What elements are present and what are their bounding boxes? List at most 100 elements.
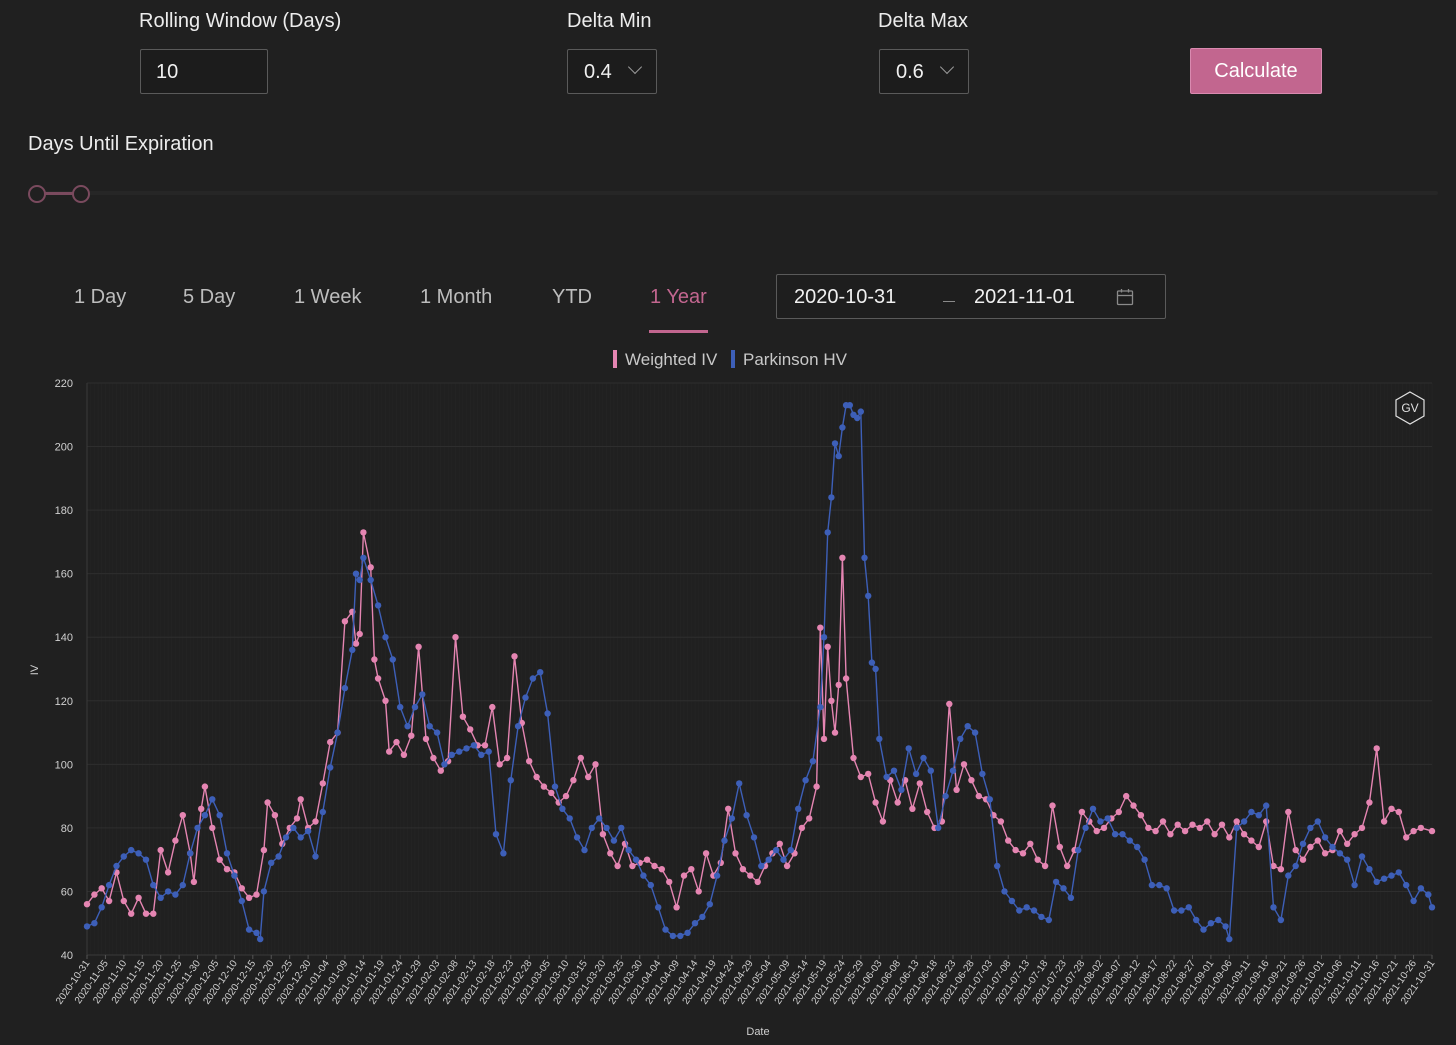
data-point[interactable] [1082,824,1089,832]
data-point[interactable] [1255,843,1263,851]
data-point[interactable] [758,862,765,870]
data-point[interactable] [257,935,264,943]
data-point[interactable] [883,773,890,781]
data-point[interactable] [1218,821,1226,828]
data-point[interactable] [83,923,91,930]
data-point[interactable] [997,818,1005,825]
data-point[interactable] [713,872,721,879]
data-point[interactable] [463,745,470,752]
data-point[interactable] [1034,856,1041,863]
data-point[interactable] [732,850,739,857]
data-point[interactable] [1285,808,1292,816]
tab-1-year[interactable]: 1 Year [650,286,707,308]
data-point[interactable] [437,767,444,774]
data-point[interactable] [820,735,828,743]
data-point[interactable] [352,640,360,647]
data-point[interactable] [105,897,113,905]
data-point[interactable] [496,761,503,768]
data-point[interactable] [643,856,651,863]
data-point[interactable] [898,786,905,793]
data-point[interactable] [1170,907,1178,914]
data-point[interactable] [367,564,374,571]
data-point[interactable] [1299,856,1307,863]
data-point[interactable] [614,862,621,870]
data-point[interactable] [1410,897,1417,905]
data-point[interactable] [905,745,912,752]
data-point[interactable] [581,846,588,854]
dte-slider-handle-min[interactable] [28,185,46,203]
data-point[interactable] [1052,878,1060,886]
data-point[interactable] [1240,818,1248,825]
data-point[interactable] [813,783,820,790]
data-point[interactable] [172,891,179,898]
tab-5-day[interactable]: 5 Day [183,286,236,308]
data-point[interactable] [264,799,271,806]
data-point[interactable] [1041,862,1049,870]
data-point[interactable] [514,723,522,730]
data-point[interactable] [964,723,971,730]
data-point[interactable] [485,748,492,755]
data-point[interactable] [1344,856,1351,863]
data-point[interactable] [209,796,216,803]
data-point[interactable] [699,913,706,921]
data-point[interactable] [835,681,842,689]
data-point[interactable] [949,767,957,774]
data-point[interactable] [98,885,105,892]
data-point[interactable] [253,891,260,898]
tab-1-week[interactable]: 1 Week [294,286,362,308]
data-point[interactable] [1417,824,1425,832]
data-point[interactable] [1185,904,1193,911]
data-point[interactable] [1178,907,1185,914]
data-point[interactable] [655,904,662,911]
rolling-window-input[interactable]: 10 [140,49,268,94]
data-point[interactable] [1023,904,1030,911]
data-point[interactable] [1351,881,1358,889]
data-point[interactable] [260,846,268,854]
data-point[interactable] [924,808,931,816]
data-point[interactable] [1314,818,1322,825]
data-point[interactable] [1064,862,1071,870]
data-point[interactable] [1012,846,1019,854]
data-point[interactable] [971,729,979,736]
data-point[interactable] [747,872,754,879]
data-point[interactable] [953,786,960,793]
data-point[interactable] [135,894,142,901]
data-point[interactable] [98,904,105,911]
data-point[interactable] [772,846,780,854]
data-point[interactable] [865,770,872,778]
data-point[interactable] [968,777,975,784]
data-point[interactable] [725,805,732,812]
data-point[interactable] [1240,831,1248,838]
data-point[interactable] [382,634,389,641]
data-point[interactable] [599,831,607,838]
data-point[interactable] [238,897,245,905]
data-point[interactable] [1403,881,1410,889]
data-point[interactable] [389,656,396,663]
data-point[interactable] [1141,856,1148,863]
data-point[interactable] [1215,916,1222,924]
data-point[interactable] [467,726,474,733]
data-point[interactable] [231,872,238,879]
data-point[interactable] [415,643,422,650]
data-point[interactable] [1270,904,1277,911]
data-point[interactable] [662,926,669,933]
data-point[interactable] [1193,916,1200,924]
data-point[interactable] [677,932,684,940]
data-point[interactable] [585,773,592,781]
data-point[interactable] [1196,824,1204,832]
data-point[interactable] [1292,862,1299,870]
data-point[interactable] [603,824,610,832]
data-point[interactable] [1075,846,1082,854]
data-point[interactable] [201,783,209,790]
data-point[interactable] [1263,818,1270,825]
data-point[interactable] [876,735,883,743]
data-point[interactable] [857,773,864,781]
data-point[interactable] [426,723,433,730]
data-point[interactable] [522,694,529,701]
data-point[interactable] [688,866,695,873]
data-point[interactable] [245,894,253,901]
data-point[interactable] [1016,907,1023,914]
data-point[interactable] [201,812,209,819]
data-point[interactable] [809,758,817,765]
data-point[interactable] [994,862,1001,870]
